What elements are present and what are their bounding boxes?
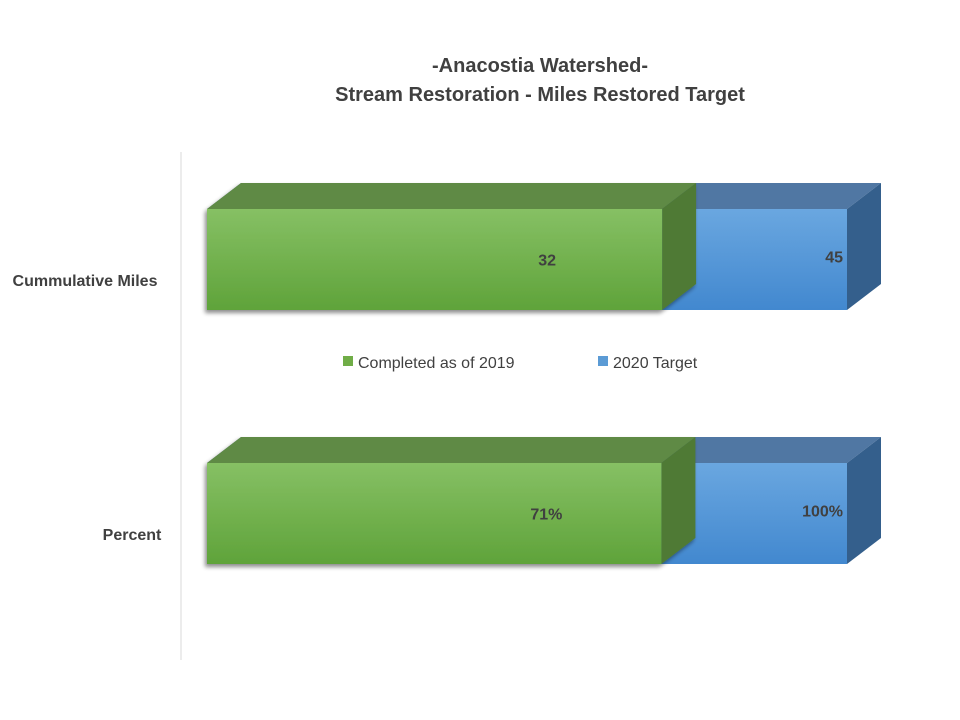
category-label-cumulative-miles: Cummulative Miles [13,273,158,290]
data-label-target-cumulative-miles: 45 [825,250,843,267]
chart-title-line-2: Stream Restoration - Miles Restored Targ… [335,84,745,106]
bar-front-face [207,209,663,310]
bar-top-face [207,183,697,209]
legend-swatch-completed [343,356,353,366]
bar-completed-percent [207,437,696,564]
legend: Completed as of 2019 2020 Target [343,355,698,372]
bars-layer: 32 45 71% 100% [207,183,881,564]
bar-side-face [847,437,881,564]
bar-front-face [207,463,662,564]
data-label-target-percent: 100% [802,504,843,521]
bar-side-face [662,183,697,310]
bar-side-face [661,437,696,564]
chart-title-line-1: -Anacostia Watershed- [432,55,648,77]
bar-side-face [847,183,881,310]
data-label-completed-cumulative-miles: 32 [538,253,556,270]
legend-swatch-target [598,356,608,366]
data-label-completed-percent: 71% [530,507,562,524]
legend-label-target: 2020 Target [613,355,698,372]
bar-top-face [207,437,696,463]
category-label-percent: Percent [103,527,162,544]
legend-label-completed: Completed as of 2019 [358,355,515,372]
bar-completed-cumulative-miles [207,183,697,310]
